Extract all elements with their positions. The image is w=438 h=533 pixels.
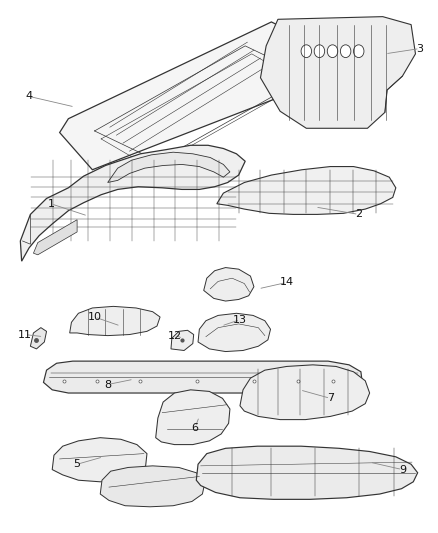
Circle shape: [353, 45, 364, 58]
Text: 3: 3: [417, 44, 424, 53]
Polygon shape: [70, 306, 160, 336]
Text: 12: 12: [168, 330, 182, 341]
Text: 5: 5: [74, 459, 81, 469]
Polygon shape: [60, 22, 346, 169]
Polygon shape: [261, 17, 416, 128]
Text: 1: 1: [47, 199, 54, 209]
Text: 4: 4: [25, 91, 33, 101]
Circle shape: [314, 45, 325, 58]
Polygon shape: [196, 446, 418, 499]
Text: 13: 13: [233, 314, 247, 325]
Polygon shape: [198, 313, 271, 352]
Polygon shape: [33, 220, 77, 255]
Text: 2: 2: [355, 209, 362, 220]
Polygon shape: [100, 466, 205, 507]
Circle shape: [301, 45, 311, 58]
Text: 14: 14: [279, 278, 294, 287]
Polygon shape: [171, 330, 194, 351]
Text: 8: 8: [104, 379, 111, 390]
Polygon shape: [108, 152, 230, 182]
Text: 6: 6: [191, 423, 198, 433]
Circle shape: [327, 45, 338, 58]
Polygon shape: [240, 365, 370, 419]
Polygon shape: [30, 328, 46, 349]
Polygon shape: [217, 166, 396, 214]
Text: 7: 7: [327, 393, 334, 403]
Polygon shape: [204, 268, 254, 301]
Polygon shape: [20, 146, 245, 261]
Circle shape: [340, 45, 351, 58]
Text: 9: 9: [399, 465, 406, 474]
Text: 11: 11: [18, 329, 32, 340]
Text: 10: 10: [88, 312, 102, 322]
Polygon shape: [43, 361, 362, 393]
Polygon shape: [52, 438, 147, 482]
Polygon shape: [155, 390, 230, 445]
